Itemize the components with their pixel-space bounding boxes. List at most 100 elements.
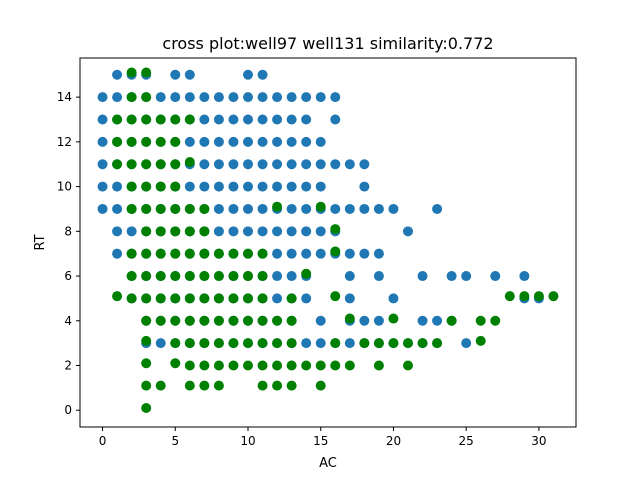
series-1-point-71 bbox=[315, 159, 326, 170]
series-1-point-198 bbox=[315, 315, 326, 326]
series-2-point-75 bbox=[519, 291, 530, 302]
series-2-point-93 bbox=[490, 315, 501, 326]
series-2-point-76 bbox=[533, 291, 544, 302]
series-1-point-164 bbox=[373, 271, 384, 282]
series-1-point-145 bbox=[315, 248, 326, 259]
series-1-point-125 bbox=[272, 226, 283, 237]
series-1-point-184 bbox=[388, 293, 399, 304]
series-2-point-5 bbox=[126, 114, 137, 125]
series-2-point-38 bbox=[330, 224, 341, 235]
x-tick-label-25: 25 bbox=[459, 434, 474, 448]
series-2-point-133 bbox=[257, 380, 268, 391]
series-2-point-66 bbox=[184, 293, 195, 304]
series-2-point-108 bbox=[403, 338, 413, 349]
series-1-point-31 bbox=[199, 114, 210, 125]
series-2-point-47 bbox=[243, 248, 253, 259]
series-2-point-77 bbox=[548, 291, 559, 302]
series-2-point-116 bbox=[213, 360, 224, 371]
series-2-point-22 bbox=[141, 181, 152, 192]
series-2-point-134 bbox=[272, 380, 283, 391]
series-1-point-203 bbox=[432, 315, 443, 326]
series-1-point-161 bbox=[286, 271, 297, 282]
series-1-point-19 bbox=[272, 92, 283, 103]
series-2-point-73 bbox=[330, 291, 341, 302]
series-2-point-60 bbox=[301, 268, 312, 279]
series-1-point-13 bbox=[184, 92, 195, 103]
series-1-point-49 bbox=[228, 136, 239, 147]
series-1-point-12 bbox=[170, 92, 181, 103]
series-2-point-83 bbox=[213, 315, 224, 326]
series-2-point-67 bbox=[199, 293, 210, 304]
series-1-point-84 bbox=[228, 181, 239, 192]
series-1-point-131 bbox=[112, 248, 123, 259]
series-1-point-74 bbox=[359, 159, 370, 170]
series-2-point-136 bbox=[315, 380, 326, 391]
series-1-point-143 bbox=[286, 248, 297, 259]
series-2-point-105 bbox=[359, 338, 370, 349]
series-1-point-75 bbox=[97, 181, 108, 192]
series-2-point-55 bbox=[199, 271, 210, 282]
series-2-point-57 bbox=[228, 271, 239, 282]
series-2-point-64 bbox=[155, 293, 166, 304]
series-2-point-110 bbox=[432, 338, 443, 349]
series-2-point-62 bbox=[126, 293, 137, 304]
series-2-point-1 bbox=[141, 67, 152, 78]
series-1-point-226 bbox=[461, 338, 472, 349]
series-1-point-21 bbox=[301, 92, 312, 103]
series-2-point-37 bbox=[199, 226, 210, 237]
series-2-point-71 bbox=[257, 293, 268, 304]
series-1-point-130 bbox=[403, 226, 413, 237]
y-tick-label-0: 0 bbox=[64, 403, 72, 417]
series-1-point-201 bbox=[373, 315, 384, 326]
series-1-point-4 bbox=[184, 69, 195, 80]
series-1-point-182 bbox=[301, 293, 312, 304]
series-2-point-19 bbox=[170, 159, 181, 170]
series-1-point-81 bbox=[184, 181, 195, 192]
series-2-point-107 bbox=[388, 338, 399, 349]
series-2-point-122 bbox=[301, 360, 312, 371]
series-2-point-128 bbox=[141, 380, 152, 391]
series-2-point-26 bbox=[141, 203, 152, 214]
x-tick-label-30: 30 bbox=[531, 434, 546, 448]
series-2-point-56 bbox=[213, 271, 224, 282]
x-tick-label-0: 0 bbox=[99, 434, 107, 448]
series-1-point-112 bbox=[388, 203, 399, 214]
series-1-point-51 bbox=[257, 136, 268, 147]
series-2-point-111 bbox=[475, 335, 486, 346]
series-1-point-167 bbox=[461, 271, 472, 282]
series-1-point-169 bbox=[519, 271, 530, 282]
series-1-point-121 bbox=[213, 226, 224, 237]
x-tick-label-20: 20 bbox=[386, 434, 401, 448]
series-2-point-87 bbox=[272, 315, 283, 326]
series-1-point-128 bbox=[315, 226, 326, 237]
series-2-point-123 bbox=[315, 360, 326, 371]
series-1-point-7 bbox=[97, 92, 108, 103]
series-2-point-50 bbox=[126, 271, 137, 282]
series-2-point-109 bbox=[417, 338, 428, 349]
series-2-point-13 bbox=[155, 136, 166, 147]
series-2-point-65 bbox=[170, 293, 181, 304]
series-2-point-135 bbox=[286, 380, 297, 391]
series-1-point-69 bbox=[286, 159, 297, 170]
series-2-point-113 bbox=[170, 358, 181, 369]
series-1-point-68 bbox=[272, 159, 283, 170]
series-1-point-6 bbox=[257, 69, 268, 80]
series-1-point-22 bbox=[315, 92, 326, 103]
series-1-point-147 bbox=[344, 248, 355, 259]
series-1-point-127 bbox=[301, 226, 312, 237]
series-2-point-94 bbox=[141, 335, 152, 346]
series-2-point-12 bbox=[141, 136, 152, 147]
series-2-point-74 bbox=[504, 291, 515, 302]
series-1-point-3 bbox=[170, 69, 181, 80]
series-2-point-11 bbox=[126, 136, 137, 147]
series-2-point-80 bbox=[170, 315, 181, 326]
series-2-point-16 bbox=[126, 159, 137, 170]
x-tick-label-15: 15 bbox=[313, 434, 328, 448]
series-2-point-45 bbox=[213, 248, 224, 259]
series-2-point-46 bbox=[228, 248, 239, 259]
series-2-point-29 bbox=[184, 203, 195, 214]
series-2-point-3 bbox=[141, 92, 152, 103]
series-2-point-43 bbox=[184, 248, 195, 259]
series-2-point-115 bbox=[199, 360, 210, 371]
series-1-point-102 bbox=[243, 203, 253, 214]
